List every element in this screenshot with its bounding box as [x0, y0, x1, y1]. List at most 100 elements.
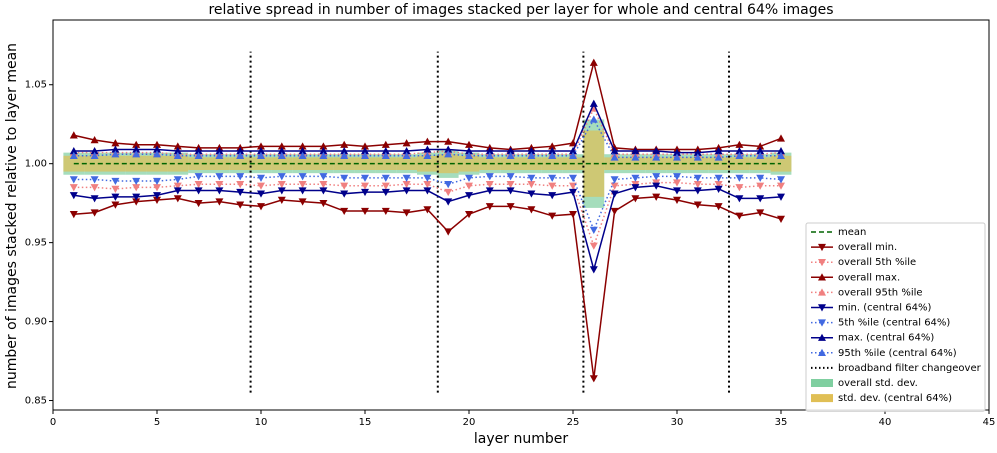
legend-label: max. (central 64%)	[838, 333, 934, 344]
marker	[735, 212, 744, 220]
marker	[444, 198, 453, 206]
marker	[361, 151, 369, 159]
marker	[90, 209, 99, 217]
x-tick-label: 10	[255, 417, 268, 428]
marker	[777, 147, 785, 155]
marker	[194, 181, 203, 189]
marker	[257, 174, 265, 182]
std-band	[541, 157, 563, 170]
legend-label: 95th %ile (central 64%)	[838, 348, 957, 359]
marker	[465, 147, 473, 155]
marker	[215, 173, 224, 181]
series-line	[73, 196, 782, 379]
marker	[381, 140, 390, 148]
marker	[610, 176, 619, 184]
marker	[714, 153, 723, 161]
marker	[277, 181, 286, 189]
marker	[631, 153, 640, 161]
marker	[652, 173, 661, 181]
marker	[465, 182, 473, 190]
marker	[631, 195, 640, 203]
legend-marker	[818, 243, 826, 252]
marker	[527, 181, 536, 189]
marker	[527, 206, 536, 214]
marker	[298, 181, 307, 189]
y-tick-label: 0.85	[25, 396, 47, 407]
marker	[423, 206, 432, 214]
marker	[69, 151, 78, 159]
legend-label: overall min.	[838, 242, 897, 253]
x-tick-label: 0	[50, 417, 56, 428]
marker	[361, 182, 369, 190]
marker	[756, 209, 765, 217]
marker	[340, 207, 349, 216]
marker	[402, 181, 411, 189]
marker	[548, 192, 557, 200]
marker	[298, 142, 307, 150]
std-band	[645, 157, 667, 170]
marker	[361, 188, 369, 197]
marker	[423, 181, 432, 189]
marker	[132, 145, 141, 153]
legend-label: overall 95th %ile	[838, 287, 923, 298]
std-band	[437, 154, 459, 174]
marker	[548, 212, 557, 220]
legend-marker	[818, 333, 826, 341]
legend-label: std. dev. (central 64%)	[838, 393, 952, 404]
marker	[589, 99, 598, 107]
marker	[111, 139, 120, 147]
marker	[319, 181, 328, 189]
marker	[132, 193, 141, 201]
marker	[589, 58, 598, 66]
marker	[569, 151, 577, 159]
marker	[90, 136, 99, 144]
plot-frame	[52, 19, 990, 411]
marker	[132, 150, 141, 158]
marker	[548, 151, 557, 159]
marker	[423, 187, 432, 195]
marker	[714, 147, 723, 155]
marker	[589, 242, 598, 250]
marker	[257, 190, 265, 198]
legend-marker	[818, 319, 826, 327]
marker	[485, 147, 494, 155]
marker	[444, 137, 453, 145]
marker	[69, 211, 78, 219]
marker	[381, 188, 390, 197]
marker	[132, 184, 141, 192]
marker	[90, 176, 99, 184]
marker	[173, 176, 182, 184]
marker	[298, 147, 307, 155]
marker	[236, 181, 245, 189]
marker	[610, 182, 619, 190]
marker	[319, 187, 328, 195]
marker	[236, 188, 245, 197]
marker	[735, 174, 744, 182]
marker	[693, 187, 702, 195]
marker	[423, 145, 432, 153]
marker	[465, 174, 473, 182]
y-tick-label: 1.00	[25, 159, 47, 170]
x-tick-label: 20	[463, 417, 476, 428]
marker	[673, 179, 681, 187]
marker	[111, 177, 120, 186]
legend-label: mean	[838, 227, 866, 238]
marker	[319, 151, 328, 159]
marker	[589, 266, 598, 274]
marker	[153, 196, 161, 204]
marker	[485, 187, 494, 195]
marker	[693, 153, 702, 161]
marker	[132, 140, 141, 148]
marker	[236, 151, 245, 159]
marker	[569, 211, 577, 219]
marker	[735, 140, 744, 148]
marker	[548, 147, 557, 155]
marker	[693, 201, 702, 209]
legend-label: overall max.	[838, 272, 900, 283]
marker	[69, 192, 78, 200]
marker	[569, 174, 577, 182]
legend-swatch	[811, 379, 833, 387]
marker	[756, 142, 765, 150]
y-axis-label: number of images stacked relative to lay…	[4, 43, 20, 389]
marker	[735, 195, 744, 203]
